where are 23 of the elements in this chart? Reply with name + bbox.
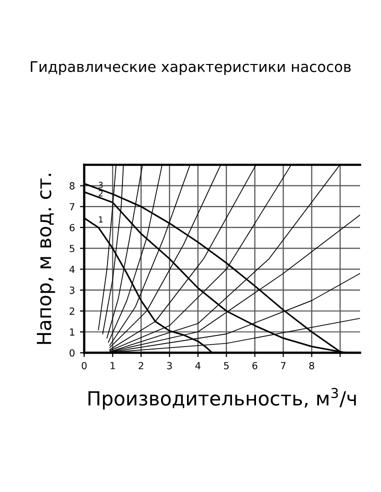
y-tick-label: 1 bbox=[70, 328, 74, 336]
y-tick-label: 4 bbox=[69, 266, 75, 273]
series-label: 2 bbox=[98, 190, 103, 196]
x-tick-label: 3 bbox=[167, 362, 172, 370]
y-tick-label: 0 bbox=[70, 349, 75, 357]
x-tick-label: 0 bbox=[82, 362, 87, 370]
x-tick-label: 8 bbox=[309, 362, 314, 370]
x-tick-label: 2 bbox=[138, 362, 144, 370]
y-tick-label: 3 bbox=[70, 286, 74, 294]
chart-title: Гидравлические характеристики насосов bbox=[30, 61, 351, 75]
x-tick-label: 4 bbox=[195, 362, 200, 370]
x-axis-title: Производительность, м$^{3}$/ч bbox=[88, 388, 356, 410]
x-tick-label: 6 bbox=[252, 362, 258, 370]
series-label: 1 bbox=[99, 216, 103, 222]
y-tick-label: 2 bbox=[70, 307, 74, 315]
y-tick-label: 5 bbox=[70, 244, 74, 252]
x-tick-label: 7 bbox=[280, 362, 286, 370]
y-axis-title: Напор, м вод. ст. bbox=[36, 174, 56, 344]
y-tick-label: 6 bbox=[70, 224, 75, 232]
x-tick-label: 1 bbox=[110, 362, 115, 370]
y-tick-label: 7 bbox=[70, 203, 74, 210]
x-tick-label: 5 bbox=[224, 362, 229, 370]
y-tick-label: 8 bbox=[70, 182, 75, 190]
